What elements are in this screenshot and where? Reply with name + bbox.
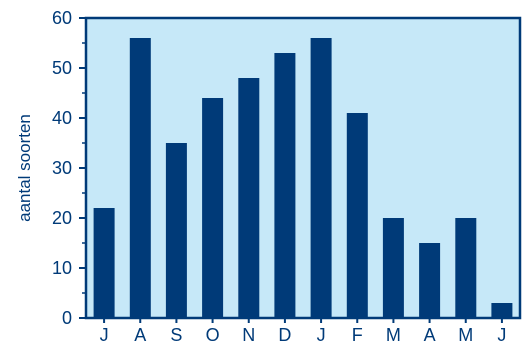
bar-4 — [238, 78, 260, 318]
bar-6 — [310, 38, 332, 318]
bar-2 — [165, 143, 187, 318]
x-tick-label-6: J — [317, 325, 326, 343]
x-tick-label-4: N — [242, 325, 255, 343]
bar-11 — [491, 303, 513, 318]
x-tick-label-7: F — [352, 325, 363, 343]
y-tick-label-1: 10 — [52, 258, 72, 278]
x-tick-label-10: M — [458, 325, 473, 343]
x-tick-label-1: A — [134, 325, 146, 343]
y-axis-title: aantal soorten — [15, 114, 34, 222]
x-tick-label-0: J — [100, 325, 109, 343]
x-tick-label-9: A — [424, 325, 436, 343]
bar-1 — [129, 38, 151, 318]
bars-group — [93, 38, 513, 318]
y-axis-ticks: 0 10 20 30 40 50 60 — [52, 8, 86, 328]
x-tick-label-3: O — [206, 325, 220, 343]
x-tick-label-2: S — [170, 325, 182, 343]
bar-8 — [382, 218, 404, 318]
bar-0 — [93, 208, 115, 318]
y-tick-label-5: 50 — [52, 58, 72, 78]
y-tick-label-3: 30 — [52, 158, 72, 178]
bar-7 — [346, 113, 368, 318]
bar-3 — [202, 98, 224, 318]
bar-5 — [274, 53, 296, 318]
y-tick-label-6: 60 — [52, 8, 72, 28]
plot-area-background — [86, 18, 520, 318]
y-tick-label-2: 20 — [52, 208, 72, 228]
x-tick-label-11: J — [497, 325, 506, 343]
x-tick-label-8: M — [386, 325, 401, 343]
bar-9 — [419, 243, 441, 318]
plot-area-frame — [84, 16, 522, 320]
bar-10 — [455, 218, 477, 318]
x-tick-label-5: D — [278, 325, 291, 343]
y-tick-label-0: 0 — [62, 308, 72, 328]
y-tick-label-4: 40 — [52, 108, 72, 128]
